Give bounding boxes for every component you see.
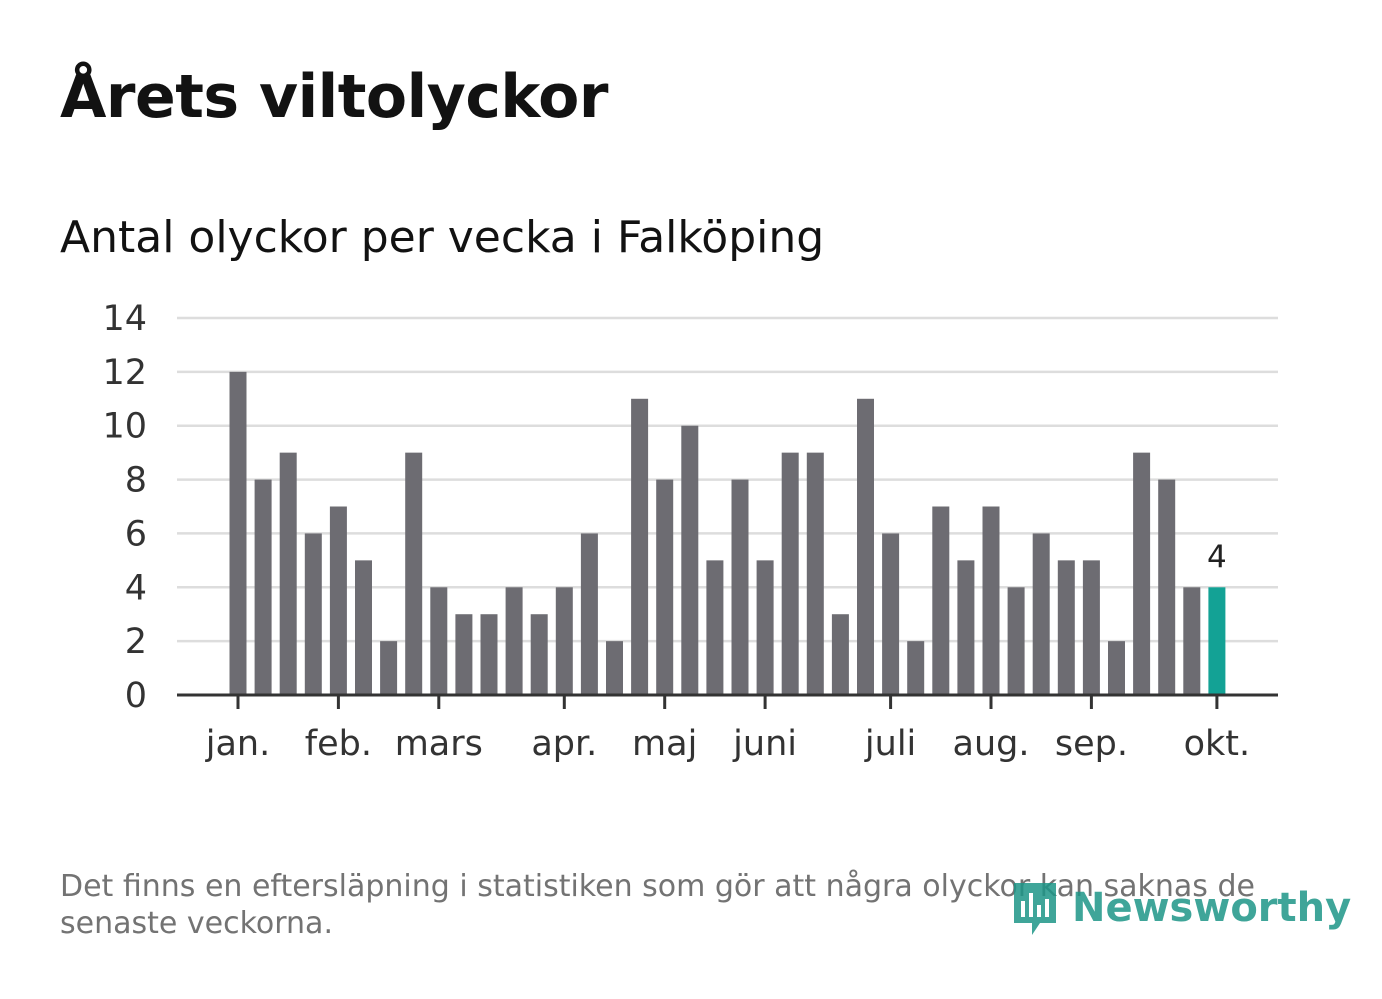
- y-tick-label-12: 12: [102, 353, 147, 393]
- bar-week-28: [907, 641, 925, 695]
- y-tick-label-4: 4: [125, 568, 147, 608]
- bar-week-33: [1032, 533, 1050, 695]
- bar-week-1: [229, 371, 247, 695]
- x-tick-label-jan.: jan.: [205, 724, 270, 764]
- y-tick-label-0: 0: [125, 676, 147, 716]
- bar-week-17: [631, 398, 649, 695]
- bars: [229, 371, 1226, 695]
- x-axis-ticks: [236, 695, 1219, 709]
- y-tick-label-2: 2: [125, 622, 147, 662]
- x-tick-label-aug.: aug.: [953, 724, 1030, 764]
- bar-week-24: [806, 452, 824, 695]
- bar-week-29: [932, 506, 950, 695]
- bar-week-30: [957, 560, 975, 695]
- newsworthy-logo-icon: [1014, 883, 1056, 935]
- bar-week-23: [781, 452, 799, 695]
- x-tick-label-okt.: okt.: [1184, 724, 1251, 764]
- x-tick-label-apr.: apr.: [531, 724, 597, 764]
- x-tick-label-mars: mars: [395, 724, 483, 764]
- bar-week-9: [430, 587, 448, 695]
- bar-week-36: [1108, 641, 1125, 695]
- brand-name: Newsworthy: [1072, 885, 1352, 931]
- x-tick-label-juli: juli: [864, 724, 916, 764]
- bar-week-34: [1057, 560, 1075, 695]
- x-tick-label-maj: maj: [632, 724, 697, 764]
- bar-week-19: [681, 425, 699, 695]
- bar-chart: 0 2 4 6 8 10 12 14 jan. feb. mars apr. maj juni juli a…: [102, 299, 1278, 764]
- bar-week-12: [505, 587, 523, 695]
- bar-week-35: [1082, 560, 1100, 695]
- bar-week-4: [304, 533, 322, 695]
- annotations: 4: [1207, 539, 1227, 575]
- chart-title: Årets viltolyckor: [60, 62, 609, 132]
- bar-week-2: [254, 479, 272, 695]
- y-tick-label-6: 6: [125, 514, 147, 554]
- y-axis-tick-labels: 0 2 4 6 8 10 12 14: [102, 299, 147, 716]
- bar-week-27: [882, 533, 900, 695]
- bar-week-39: [1183, 587, 1201, 695]
- bar-week-20: [706, 560, 724, 695]
- bar-week-31: [982, 506, 1000, 695]
- bar-week-10: [455, 614, 473, 695]
- newsworthy-logo: Newsworthy: [1010, 875, 1351, 941]
- y-tick-label-8: 8: [125, 461, 147, 501]
- x-tick-label-sep.: sep.: [1055, 724, 1128, 764]
- bar-week-14: [555, 587, 573, 695]
- x-tick-label-feb.: feb.: [305, 724, 372, 764]
- bar-week-25: [831, 614, 849, 695]
- bar-week-37: [1133, 452, 1151, 695]
- bar-week-3: [279, 452, 297, 695]
- bar-week-22: [756, 560, 774, 695]
- bar-week-11: [480, 614, 498, 695]
- bar-week-6: [355, 560, 372, 695]
- bar-week-13: [530, 614, 548, 695]
- bar-week-38: [1158, 479, 1176, 695]
- x-axis-month-labels: jan. feb. mars apr. maj juni juli aug. sep. okt.: [205, 724, 1250, 764]
- chart-subtitle: Antal olyckor per vecka i Falköping: [60, 212, 825, 263]
- bar-week-18: [656, 479, 674, 695]
- bar-week-5: [329, 506, 347, 695]
- bar-week-7: [380, 641, 398, 695]
- highlight-value-label: 4: [1207, 539, 1227, 575]
- y-tick-label-14: 14: [102, 299, 147, 339]
- bar-week-40: [1208, 587, 1226, 695]
- bar-week-8: [405, 452, 423, 695]
- y-tick-label-10: 10: [102, 407, 147, 447]
- bar-week-26: [857, 398, 874, 695]
- bar-week-21: [731, 479, 749, 695]
- bar-week-15: [580, 533, 598, 695]
- x-tick-label-juni: juni: [732, 724, 797, 764]
- bar-week-32: [1007, 587, 1025, 695]
- bar-week-16: [606, 641, 623, 695]
